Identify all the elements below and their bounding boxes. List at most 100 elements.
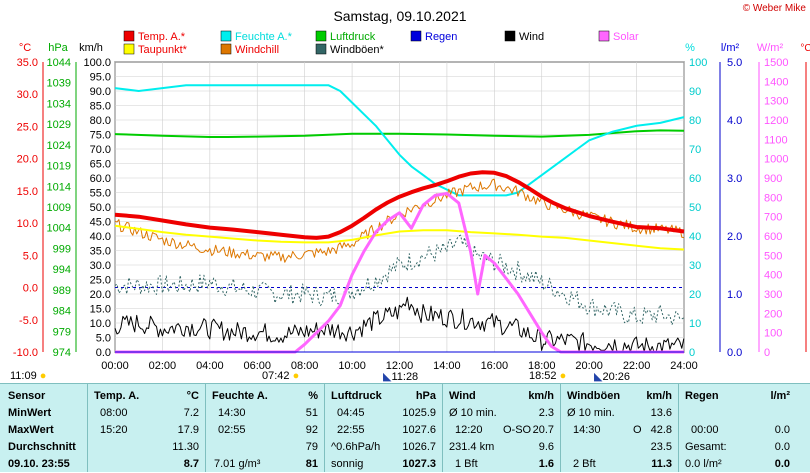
tick-wind: 100.0 (83, 57, 111, 69)
stats-rain-total: 0.0 (774, 441, 790, 453)
tick-pressure: 1004 (47, 223, 71, 235)
series-wind (114, 296, 685, 353)
tick-temp: -5.0 (19, 315, 38, 327)
tick-pressure: 984 (53, 306, 71, 318)
stats-pres-trend: ^0.6hPa/h (331, 441, 381, 453)
tick-rain: 0.0 (727, 347, 742, 359)
stats-temp-min-time: 08:00 (100, 407, 128, 419)
stats-temp-header: Temp. A. (94, 390, 140, 402)
tick-solar: 600 (764, 231, 782, 243)
legend-swatch (220, 30, 232, 42)
axis-header-lm2: l/m² (721, 42, 740, 54)
tick-solar: 500 (764, 250, 782, 262)
chart-title: Samstag, 09.10.2021 (333, 8, 466, 24)
tick-humidity: 50 (689, 202, 701, 214)
stats-rain-max: 0.0 (774, 424, 790, 436)
sunrise-prev-time: 11:09 ● (10, 370, 46, 382)
legend-label: Wind (519, 31, 544, 43)
tick-wind: 10.0 (90, 318, 111, 330)
tick-x: 20:00 (575, 360, 603, 372)
tick-pressure: 1019 (47, 161, 71, 173)
legend-label: Luftdruck (330, 31, 376, 43)
stats-temp-unit: °C (186, 390, 199, 402)
stats-gust-bft: 2 Bft (573, 458, 596, 470)
tick-pressure: 1024 (47, 140, 71, 152)
tick-wind: 65.0 (90, 159, 111, 171)
tick-temp: 20.0 (17, 154, 38, 166)
tick-pressure: 979 (53, 326, 71, 338)
tick-x: 08:00 (291, 360, 319, 372)
stats-wind-avg10-label: Ø 10 min. (449, 407, 497, 419)
tick-wind: 90.0 (90, 86, 111, 98)
series-luftdruck (114, 129, 685, 138)
tick-humidity: 90 (689, 86, 701, 98)
stats-col-rain: Regen l/m² 00:00 0.0 Gesamt: 0.0 0.0 l/m² 0.… (679, 384, 796, 472)
legend-label: Windchill (235, 44, 279, 56)
tick-rain: 1.0 (727, 289, 742, 301)
tick-solar: 1400 (764, 76, 788, 88)
tick-solar: 1300 (764, 96, 788, 108)
tick-pressure: 1014 (47, 181, 71, 193)
stats-col-humidity: Feuchte A.% 14:30 51 02:55 92 79 7.01 g/m³… (206, 384, 324, 472)
stats-hum-abs: 7.01 g/m³ (214, 458, 261, 470)
tick-solar: 1500 (764, 57, 788, 69)
stats-gust-avg10: 13.6 (650, 407, 672, 419)
moonrise-label: 11:28 (391, 371, 419, 383)
sun-icon: ● (559, 370, 567, 382)
stats-temp-max: 17.9 (177, 424, 199, 436)
tick-pressure: 989 (53, 285, 71, 297)
tick-temp: 5.0 (23, 250, 38, 262)
stats-wind-max: 20.7 (532, 424, 554, 436)
stats-table: Sensor MinWert MaxWert Durchschnitt 09.1… (0, 383, 810, 472)
tick-wind: 70.0 (90, 144, 111, 156)
legend-swatch (315, 43, 327, 55)
tick-pressure: 1044 (47, 57, 71, 69)
stats-pres-avg: 1026.7 (402, 441, 436, 453)
tick-x: 22:00 (623, 360, 651, 372)
sun-icon: ● (39, 370, 47, 382)
tick-solar: 700 (764, 212, 782, 224)
tick-temp: 30.0 (17, 89, 38, 101)
tick-solar: 400 (764, 270, 782, 282)
stats-hum-avg: 79 (305, 441, 318, 453)
tick-wind: 30.0 (90, 260, 111, 272)
tick-temp: 35.0 (17, 57, 38, 69)
stats-label-min: MinWert (8, 407, 52, 419)
stats-rain-total-label: Gesamt: (685, 441, 727, 453)
stats-gust-header: Windböen (567, 390, 621, 402)
tick-x: 14:00 (433, 360, 461, 372)
sunset-label: 18:52 (529, 370, 557, 382)
stats-wind-current: 1.6 (538, 458, 554, 470)
axis-header-percent: % (685, 42, 695, 54)
stats-wind-avg: 9.6 (538, 441, 554, 453)
legend-label: Regen (425, 31, 457, 43)
stats-temp-max-time: 15:20 (100, 424, 128, 436)
tick-humidity: 100 (689, 57, 707, 69)
axis-header-wm2: W/m² (757, 42, 784, 54)
weather-chart: Samstag, 09.10.2021 Temp. A.* Feuchte A.*… (13, 8, 810, 372)
stats-sensor-header: Sensor (8, 390, 46, 402)
x-tick-labels: 00:00 02:00 04:00 06:00 08:00 10:00 12:00 14:00… (101, 360, 698, 372)
stats-hum-max: 92 (305, 424, 318, 436)
tick-solar: 900 (764, 173, 782, 185)
tick-x: 10:00 (338, 360, 366, 372)
stats-gust-max: 42.8 (650, 424, 672, 436)
axis-header-kmh: km/h (79, 42, 103, 54)
tick-solar: 200 (764, 308, 782, 320)
tick-solar: 1000 (764, 154, 788, 166)
stats-pres-min: 1025.9 (402, 407, 436, 419)
series-lines (114, 84, 685, 354)
tick-rain: 3.0 (727, 173, 742, 185)
stats-wind-distance: 231.4 km (449, 441, 495, 453)
tick-rain: 4.0 (727, 115, 742, 127)
tick-wind: 35.0 (90, 246, 111, 258)
tick-solar: 1200 (764, 115, 788, 127)
legend-label: Feuchte A.* (235, 31, 293, 43)
moon-icon: ◣ (594, 371, 603, 383)
stats-hum-header: Feuchte A. (212, 390, 268, 402)
tick-x: 06:00 (243, 360, 271, 372)
axis-header-celsius: °C (19, 42, 31, 54)
stats-temp-min: 7.2 (183, 407, 199, 419)
tick-x: 00:00 (101, 360, 129, 372)
stats-hum-max-time: 02:55 (218, 424, 246, 436)
